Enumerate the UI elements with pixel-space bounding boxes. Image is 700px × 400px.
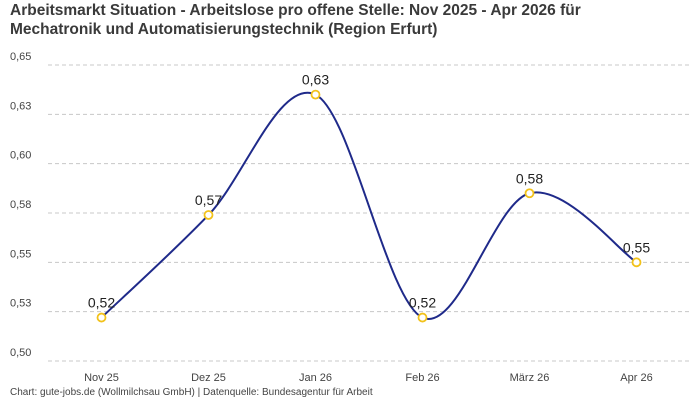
y-tick-label: 0,60 — [10, 150, 31, 162]
x-tick-label: Apr 26 — [620, 372, 652, 384]
chart-title-line-2: Mechatronik und Automatisierungstechnik … — [10, 21, 438, 38]
y-tick-label: 0,53 — [10, 298, 31, 310]
data-label: 0,52 — [88, 295, 115, 311]
x-tick-label: März 26 — [510, 372, 550, 384]
y-tick-label: 0,63 — [10, 100, 31, 112]
y-tick-label: 0,58 — [10, 199, 31, 211]
data-label: 0,52 — [409, 295, 436, 311]
data-point-marker — [631, 257, 642, 268]
y-tick-label: 0,65 — [10, 51, 31, 63]
data-label: 0,58 — [516, 170, 543, 186]
chart-title: Arbeitsmarkt Situation - Arbeitslose pro… — [10, 1, 690, 39]
series-line — [100, 91, 638, 320]
data-label: 0,63 — [302, 72, 329, 88]
data-point-marker — [203, 210, 214, 220]
y-tick-label: 0,50 — [10, 347, 31, 359]
data-point-marker — [310, 89, 321, 100]
chart-title-line-1: Arbeitsmarkt Situation - Arbeitslose pro… — [10, 2, 581, 19]
x-tick-label: Nov 25 — [84, 372, 119, 384]
x-tick-label: Dez 25 — [191, 372, 226, 384]
data-point-marker — [524, 188, 535, 199]
data-point-marker — [96, 312, 107, 323]
chart-footer: Chart: gute-jobs.de (Wollmilchsau GmbH) … — [10, 387, 373, 398]
data-label: 0,55 — [623, 239, 650, 255]
x-tick-label: Jan 26 — [299, 372, 332, 384]
data-label: 0,57 — [195, 192, 222, 208]
y-tick-label: 0,55 — [10, 248, 31, 260]
data-point-marker — [417, 312, 428, 323]
x-tick-label: Feb 26 — [405, 372, 439, 384]
